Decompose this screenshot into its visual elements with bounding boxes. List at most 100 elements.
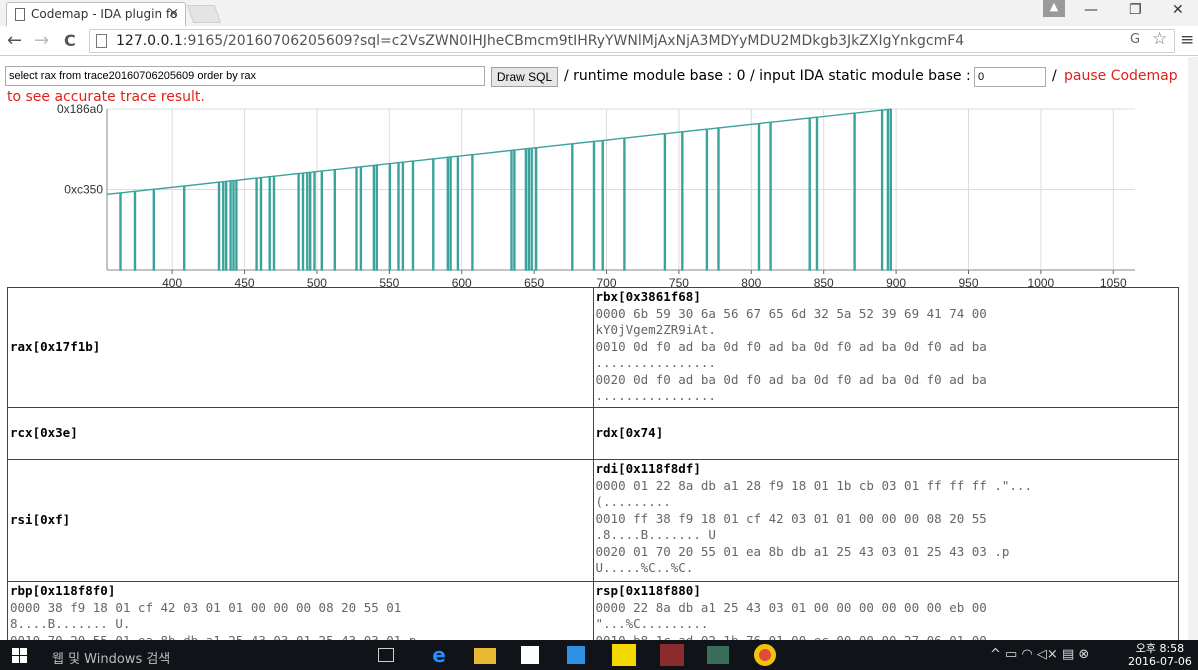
memory-dump-line: 0010 ff 38 f9 18 01 cf 42 03 01 01 00 00…	[595, 510, 987, 526]
register-cell: rsp[0x118f880] 0000 22 8a db a1 25 43 03 …	[592, 581, 1179, 641]
x-tick-label: 500	[307, 276, 327, 290]
media-player-icon[interactable]	[567, 646, 585, 664]
x-tick-label: 550	[379, 276, 399, 290]
memory-dump-line: .8....B....... U	[595, 527, 716, 542]
x-tick-label: 850	[814, 276, 834, 290]
register-row: rax[0x17f1b] rbx[0x3861f68] 0000 6b 59 30 …	[7, 287, 1179, 408]
terminal-icon[interactable]	[707, 646, 729, 664]
x-tick-label: 400	[162, 276, 182, 290]
minimize-button[interactable]: —	[1084, 2, 1098, 18]
x-tick-label: 650	[524, 276, 544, 290]
register-name: rsi[0xf]	[10, 512, 71, 528]
page-content: Draw SQL / runtime module base : 0 / inp…	[0, 57, 1188, 640]
memory-dump-line: (.........	[595, 494, 671, 509]
task-view-icon[interactable]	[378, 648, 394, 662]
memory-dump-line: 0000 6b 59 30 6a 56 67 65 6d 32 5a 52 39…	[595, 305, 987, 321]
register-cell: rdx[0x74]	[592, 407, 1179, 460]
url-text[interactable]: 127.0.0.1:9165/20160706205609?sql=c2VsZW…	[116, 33, 965, 49]
tab-close-icon[interactable]: ×	[168, 6, 179, 21]
pause-codemap-link[interactable]: pause Codemap	[1064, 68, 1178, 84]
rax-series-line	[106, 108, 893, 271]
app-icon[interactable]	[660, 644, 684, 666]
memory-dump-line: 0000 22 8a db a1 25 43 03 01 00 00 00 00…	[595, 599, 987, 615]
memory-dump-line: 8....B....... U.	[10, 616, 131, 631]
register-row: rbp[0x118f8f0] 0000 38 f9 18 01 cf 42 03 …	[7, 581, 1179, 641]
x-tick-label: 750	[669, 276, 689, 290]
page-scrollbar[interactable]	[1188, 57, 1198, 640]
file-explorer-icon[interactable]	[474, 648, 496, 664]
y-tick-label: 0x186a0	[57, 102, 103, 116]
register-row: rcx[0x3e] rdx[0x74]	[7, 407, 1179, 460]
memory-dump-line: 0000 01 22 8a db a1 28 f9 18 01 1b cb 03…	[595, 477, 1033, 493]
clock-date: 2016-07-06	[1128, 655, 1192, 668]
x-tick-label: 450	[235, 276, 255, 290]
separator-text: /	[1052, 68, 1057, 84]
new-tab-button[interactable]	[186, 5, 222, 23]
x-tick-label: 950	[958, 276, 978, 290]
chrome-icon[interactable]	[754, 644, 776, 666]
tab-title: Codemap - IDA plugin fo	[31, 7, 178, 21]
tab-strip: Codemap - IDA plugin fo × ▲ — ❐ ✕	[0, 0, 1198, 26]
windows-start-icon[interactable]	[12, 648, 28, 664]
memory-dump-line: U.....%C..%C.	[595, 560, 694, 575]
bookmark-star-icon[interactable]: ☆	[1152, 29, 1168, 49]
register-cell: rbp[0x118f8f0] 0000 38 f9 18 01 cf 42 03 …	[7, 581, 594, 641]
register-name: rsp[0x118f880]	[595, 583, 701, 598]
profile-icon[interactable]: ▲	[1043, 0, 1065, 17]
memory-dump-line: 0010 b8 1c ad 02 1b 76 01 00 ec 00 00 00…	[595, 632, 987, 641]
register-name: rbp[0x118f8f0]	[10, 583, 116, 598]
register-cell: rdi[0x118f8df] 0000 01 22 8a db a1 28 f9 …	[592, 459, 1179, 582]
register-table: rax[0x17f1b] rbx[0x3861f68] 0000 6b 59 30 …	[7, 287, 1179, 640]
x-tick-label: 900	[886, 276, 906, 290]
draw-sql-button[interactable]: Draw SQL	[491, 67, 558, 87]
sql-query-input[interactable]	[5, 66, 485, 86]
register-cell: rcx[0x3e]	[7, 407, 594, 460]
x-tick-label: 600	[452, 276, 472, 290]
close-window-button[interactable]: ✕	[1172, 2, 1184, 18]
page-info-icon[interactable]	[96, 34, 107, 48]
back-button[interactable]: ←	[7, 30, 23, 51]
translate-icon[interactable]: G	[1130, 32, 1141, 47]
register-name: rdi[0x118f8df]	[595, 461, 701, 476]
browser-tab[interactable]: Codemap - IDA plugin fo ×	[6, 2, 186, 26]
memory-dump-line: ................	[595, 355, 716, 370]
register-name: rbx[0x3861f68]	[595, 289, 701, 304]
memory-dump-line: 0010 70 20 55 01 ea 8b db a1 25 43 03 01…	[10, 632, 417, 641]
memory-dump-line: ................	[595, 388, 716, 403]
register-cell: rax[0x17f1b]	[7, 287, 594, 408]
kakaotalk-icon[interactable]	[612, 644, 636, 666]
x-tick-label: 800	[741, 276, 761, 290]
store-icon[interactable]	[521, 646, 539, 664]
module-base-text: / runtime module base : 0 / input IDA st…	[564, 68, 971, 84]
maximize-button[interactable]: ❐	[1129, 2, 1142, 18]
clock-time: 오후 8:58	[1135, 642, 1185, 655]
memory-dump-line: 0020 0d f0 ad ba 0d f0 ad ba 0d f0 ad ba…	[595, 371, 987, 387]
y-tick-label: 0xc350	[64, 183, 103, 197]
edge-browser-icon[interactable]: e	[432, 643, 446, 667]
chrome-menu-icon[interactable]: ≡	[1180, 30, 1195, 50]
windows-taskbar: 웹 및 Windows 검색 e ^ ▭ ◠ ◁× ▤ ⊗ 오후 8:58 20…	[0, 640, 1198, 670]
memory-dump-line: 0010 0d f0 ad ba 0d f0 ad ba 0d f0 ad ba…	[595, 338, 987, 354]
forward-button[interactable]: →	[34, 30, 50, 51]
memory-dump-line: 0020 01 70 20 55 01 ea 8b db a1 25 43 03…	[595, 543, 1010, 559]
register-name: rcx[0x3e]	[10, 425, 78, 441]
trace-chart: 400 450 500 550 600 650 700 750 800 850 900 950 1000…	[57, 102, 1135, 290]
register-name: rdx[0x74]	[595, 425, 664, 441]
memory-dump-line: 0000 38 f9 18 01 cf 42 03 01 01 00 00 00…	[10, 599, 402, 615]
page-icon	[15, 8, 25, 21]
x-tick-label: 1000	[1028, 276, 1055, 290]
register-row: rsi[0xf] rdi[0x118f8df] 0000 01 22 8a db a…	[7, 459, 1179, 582]
register-cell: rsi[0xf]	[7, 459, 594, 582]
reload-button[interactable]: C	[64, 31, 76, 50]
x-tick-label: 1050	[1100, 276, 1127, 290]
static-module-base-input[interactable]	[974, 67, 1046, 87]
taskbar-search-box[interactable]: 웹 및 Windows 검색	[52, 652, 171, 667]
register-name: rax[0x17f1b]	[10, 339, 101, 355]
address-bar[interactable]: 127.0.0.1:9165/20160706205609?sql=c2VsZW…	[89, 29, 1175, 53]
taskbar-clock[interactable]: 오후 8:58 2016-07-06	[1128, 642, 1192, 668]
x-tick-label: 700	[597, 276, 617, 290]
register-cell: rbx[0x3861f68] 0000 6b 59 30 6a 56 67 65 …	[592, 287, 1179, 408]
memory-dump-line: "...%C.........	[595, 616, 709, 631]
accurate-trace-note: to see accurate trace result.	[7, 89, 205, 105]
system-tray[interactable]: ^ ▭ ◠ ◁× ▤ ⊗	[990, 647, 1090, 662]
